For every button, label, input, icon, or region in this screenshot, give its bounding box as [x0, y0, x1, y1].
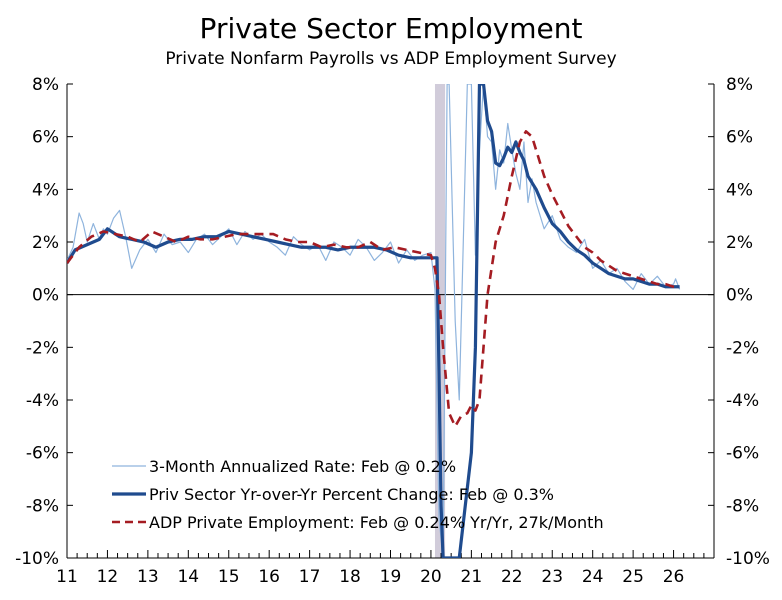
series-line-2: [67, 84, 680, 558]
y-tick-label-right: -2%: [726, 338, 759, 358]
x-tick-label: 21: [461, 567, 483, 587]
series-line-3: [67, 130, 680, 428]
x-tick-label: 16: [258, 567, 280, 587]
y-tick-label-left: -2%: [26, 338, 59, 358]
x-tick-label: 26: [663, 567, 685, 587]
y-tick-label-right: -8%: [726, 496, 759, 516]
x-tick-label: 19: [380, 567, 402, 587]
y-tick-label-left: -4%: [26, 391, 59, 411]
y-tick-label-right: 6%: [726, 128, 753, 148]
x-tick-label: 25: [622, 567, 644, 587]
x-tick-label: 23: [541, 567, 563, 587]
y-tick-label-left: -8%: [26, 496, 59, 516]
y-tick-label-left: -10%: [15, 549, 59, 569]
x-tick-label: 12: [97, 567, 119, 587]
x-tick-label: 15: [218, 567, 240, 587]
y-tick-label-right: 4%: [726, 180, 753, 200]
x-tick-label: 22: [501, 567, 523, 587]
x-tick-label: 24: [582, 567, 604, 587]
legend-label-1: 3-Month Annualized Rate: Feb @ 0.2%: [149, 457, 456, 476]
y-tick-label-right: -4%: [726, 391, 759, 411]
series-line-1: [67, 84, 681, 558]
legend: 3-Month Annualized Rate: Feb @ 0.2% Priv …: [112, 457, 604, 532]
x-tick-label: 14: [177, 567, 199, 587]
chart-title: Private Sector Employment: [200, 12, 583, 45]
x-tick-label: 20: [420, 567, 442, 587]
y-tick-label-left: 2%: [32, 233, 59, 253]
y-tick-label-right: -10%: [726, 549, 770, 569]
series-group: [67, 84, 681, 558]
y-tick-label-right: 0%: [726, 286, 753, 306]
x-tick-label: 11: [56, 567, 78, 587]
legend-label-2: Priv Sector Yr-over-Yr Percent Change: F…: [149, 485, 554, 504]
y-tick-label-left: -6%: [26, 444, 59, 464]
legend-label-3: ADP Private Employment: Feb @ 0.24% Yr/Y…: [149, 513, 604, 532]
x-tick-label: 18: [339, 567, 361, 587]
x-tick-label: 17: [299, 567, 321, 587]
y-tick-label-right: -6%: [726, 444, 759, 464]
y-tick-label-left: 0%: [32, 286, 59, 306]
y-tick-label-right: 2%: [726, 233, 753, 253]
y-tick-label-left: 4%: [32, 180, 59, 200]
y-tick-label-left: 8%: [32, 75, 59, 95]
recession-shading: [434, 84, 446, 558]
y-tick-label-left: 6%: [32, 128, 59, 148]
plot-area: 8% 8% 6% 6% 4% 4% 2% 2% 0% 0% -2% -2% -4% -4% -6% -6% -8…: [15, 75, 770, 587]
x-tick-label: 13: [137, 567, 159, 587]
y-tick-label-right: 8%: [726, 75, 753, 95]
chart-subtitle: Private Nonfarm Payrolls vs ADP Employme…: [165, 49, 616, 69]
